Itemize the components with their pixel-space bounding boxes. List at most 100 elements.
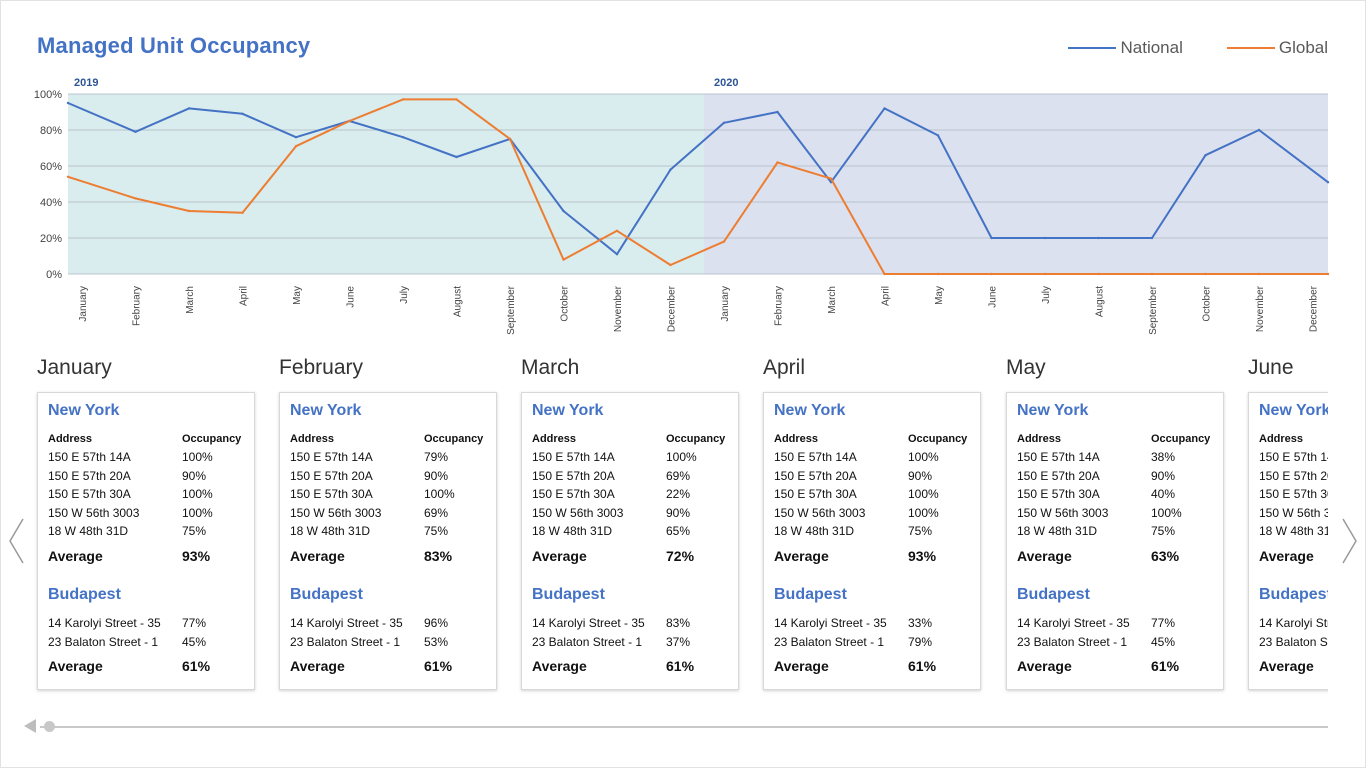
data-point-global xyxy=(241,211,244,214)
month-column: March xyxy=(521,356,739,390)
address-cell: 150 W 56th 3003 xyxy=(48,505,140,520)
occupancy-cell: 79% xyxy=(424,450,449,464)
data-point-global xyxy=(883,272,886,276)
column-header-address: Address xyxy=(774,433,819,445)
column-header-address: Address xyxy=(48,433,93,445)
series-line-national xyxy=(67,102,1329,256)
data-point-national xyxy=(776,110,779,114)
city-name-new-york: New York xyxy=(48,402,120,419)
year-label: 2019 xyxy=(74,77,98,89)
address-cell: 150 E 57th 20A xyxy=(1017,468,1100,483)
address-cell: 150 E 57th 14A xyxy=(290,450,373,464)
average-value: 61% xyxy=(1151,658,1180,674)
horizontal-scrollbar[interactable] xyxy=(40,726,1328,728)
data-point-global xyxy=(669,263,672,267)
month-column: June xyxy=(1248,356,1328,390)
occupancy-cell: 96% xyxy=(424,616,449,630)
x-tick-label: December xyxy=(1309,285,1320,332)
occupancy-cell: 100% xyxy=(182,487,213,501)
y-tick-label: 60% xyxy=(40,161,62,173)
data-point-national xyxy=(990,236,993,240)
occupancy-cell: 100% xyxy=(666,450,697,464)
y-tick-label: 20% xyxy=(40,233,62,245)
x-tick-label: January xyxy=(78,286,89,322)
average-label: Average xyxy=(1259,658,1314,674)
x-tick-label: July xyxy=(399,286,410,304)
month-card: New York Address Occupancy 150 E 57th 14A 10… xyxy=(521,392,739,690)
occupancy-cell: 90% xyxy=(1151,468,1176,483)
address-cell: 150 W 56th 3003 xyxy=(1017,505,1109,520)
occupancy-cell: 90% xyxy=(666,505,691,520)
address-cell: 23 Balaton Street - 1 xyxy=(1017,634,1128,649)
city-name-new-york: New York xyxy=(1259,402,1328,419)
occupancy-cell: 90% xyxy=(908,468,933,483)
address-cell: 14 Karolyi Street - 35 xyxy=(290,616,403,630)
legend-label-global: Global xyxy=(1278,38,1328,57)
month-card: New York Address Occupancy 150 E 57th 14A 38… xyxy=(1006,392,1224,690)
address-cell: 150 W 56th 3003 xyxy=(290,505,382,520)
column-header-address: Address xyxy=(532,433,577,445)
address-cell: 150 E 57th 14A xyxy=(48,450,131,464)
year-band-2019 xyxy=(68,94,704,274)
column-header-occupancy: Occupancy xyxy=(666,433,726,445)
month-name: February xyxy=(279,356,364,379)
month-name: May xyxy=(1006,356,1046,379)
x-tick-label: October xyxy=(560,285,571,321)
average-value: 83% xyxy=(424,548,453,564)
address-cell: 150 W 56th 3003 xyxy=(774,505,866,520)
data-point-national xyxy=(669,168,672,171)
occupancy-cell: 37% xyxy=(666,634,691,649)
average-label: Average xyxy=(48,658,103,674)
data-point-global xyxy=(936,272,940,276)
column-header-address: Address xyxy=(290,433,335,445)
y-tick-label: 100% xyxy=(34,89,62,101)
y-tick-label: 40% xyxy=(40,197,62,209)
city-name-budapest: Budapest xyxy=(774,586,847,603)
x-tick-label: December xyxy=(667,285,678,332)
data-point-national xyxy=(562,209,565,213)
average-label: Average xyxy=(532,658,587,674)
address-cell: 23 Balaton Street - 1 xyxy=(532,634,643,649)
address-cell: 14 Karolyi Street - 35 xyxy=(48,616,161,630)
next-arrow-icon[interactable] xyxy=(1340,516,1360,566)
city-name-budapest: Budapest xyxy=(1017,586,1090,603)
previous-arrow-icon[interactable] xyxy=(6,516,26,566)
month-name: June xyxy=(1248,356,1294,379)
address-cell: 18 W 48th 31D xyxy=(532,524,613,538)
address-cell: 23 Balaton Street - 1 xyxy=(48,634,159,649)
address-cell: 18 W 48th 31D xyxy=(774,524,855,538)
data-point-national xyxy=(401,136,405,139)
scroll-left-icon[interactable] xyxy=(24,719,36,733)
data-point-global xyxy=(401,98,405,101)
city-name-budapest: Budapest xyxy=(1259,586,1328,603)
month-column: May xyxy=(1006,356,1224,390)
x-tick-label: April xyxy=(239,286,250,306)
average-label: Average xyxy=(290,548,345,564)
month-card: New York Address Occupancy 150 E 57th 14A 10… xyxy=(37,392,255,690)
average-label: Average xyxy=(290,658,345,674)
scrollbar-thumb[interactable] xyxy=(44,721,55,732)
occupancy-cell: 69% xyxy=(424,505,449,520)
city-name-budapest: Budapest xyxy=(48,586,121,603)
month-name: March xyxy=(521,356,580,379)
data-point-global xyxy=(1326,272,1330,276)
city-name-budapest: Budapest xyxy=(290,586,363,603)
occupancy-line-chart: 2019 2020 100% 80% 60% 40% 20% 0% January Februar… xyxy=(34,77,1330,335)
data-point-global xyxy=(562,258,565,261)
data-point-national xyxy=(1257,128,1261,132)
x-tick-label: February xyxy=(132,286,143,326)
average-value: 63% xyxy=(1151,548,1180,564)
address-cell: 150 E 57th 14A xyxy=(1259,450,1328,464)
column-header-occupancy: Occupancy xyxy=(182,433,242,445)
x-tick-label: November xyxy=(1255,285,1266,332)
average-value: 61% xyxy=(908,658,937,674)
occupancy-cell: 100% xyxy=(182,505,213,520)
address-cell: 150 E 57th 20A xyxy=(48,468,131,483)
data-point-national xyxy=(722,121,726,125)
occupancy-cell: 45% xyxy=(182,634,207,649)
occupancy-cell: 79% xyxy=(908,634,933,649)
column-header-occupancy: Occupancy xyxy=(424,433,484,445)
legend-item-global: Global xyxy=(1226,38,1328,58)
average-value: 72% xyxy=(666,548,695,564)
data-point-national xyxy=(134,130,137,133)
